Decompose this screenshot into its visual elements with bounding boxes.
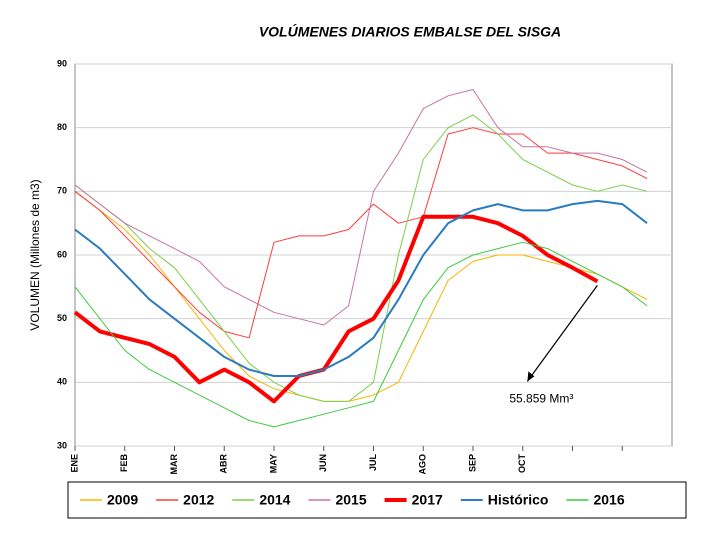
y-axis-label: VOLUMEN (Millones de m3) [28, 179, 42, 330]
x-tick-label: MAR [169, 454, 179, 475]
chart-title: VOLÚMENES DIARIOS EMBALSE DEL SISGA [259, 23, 561, 40]
series-line [74, 114, 648, 402]
x-tick-label: JUL [368, 454, 378, 472]
legend-label: 2017 [412, 492, 443, 508]
x-tick-label: SEP [467, 454, 477, 472]
legend-label: 2012 [183, 492, 214, 508]
series-line [74, 89, 648, 326]
x-tick-label: ENE [69, 454, 79, 473]
x-tick-label: FEB [119, 453, 129, 472]
y-tick-label: 30 [57, 440, 67, 450]
y-tick-label: 90 [57, 58, 67, 68]
x-tick-label: ABR [219, 454, 229, 474]
series-line [74, 241, 648, 428]
arrow-head [527, 371, 535, 382]
y-tick-label: 80 [57, 122, 67, 132]
series-line [74, 190, 648, 402]
legend-label: 2015 [335, 492, 366, 508]
x-tick-label: AGO [418, 454, 428, 475]
series-line [74, 199, 648, 377]
annotation-arrow [526, 285, 598, 382]
legend-label: Histórico [488, 492, 549, 508]
annotation: 55.859 Mm³ [509, 392, 573, 406]
y-tick-label: 60 [57, 249, 67, 259]
legend-label: 2009 [107, 492, 138, 508]
x-tick-label: OCT [517, 454, 527, 474]
x-tick-label: MAY [268, 454, 278, 473]
series-line [73, 214, 599, 404]
legend-label: 2014 [259, 492, 290, 508]
y-tick-label: 70 [57, 186, 67, 196]
legend-label: 2016 [593, 492, 624, 508]
y-tick-label: 40 [57, 377, 67, 387]
x-tick-label: JUN [318, 454, 328, 472]
y-tick-label: 50 [57, 313, 67, 323]
series-line [74, 127, 648, 339]
